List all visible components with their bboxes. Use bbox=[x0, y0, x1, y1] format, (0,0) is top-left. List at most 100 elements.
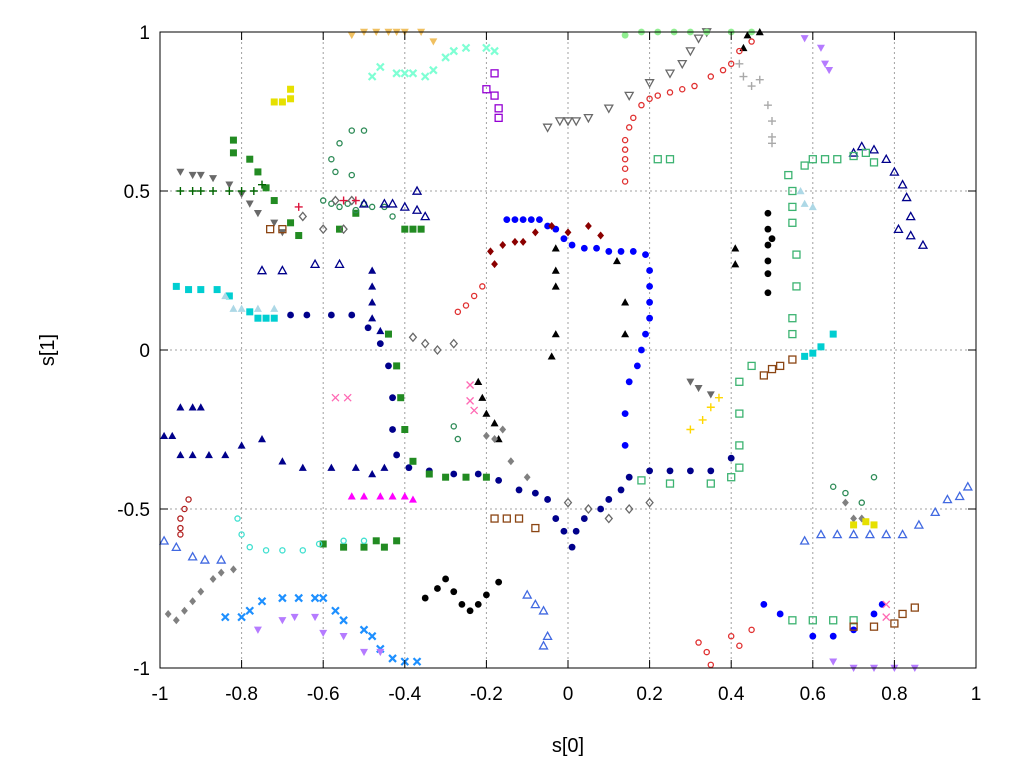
data-point bbox=[788, 186, 797, 196]
data-point bbox=[253, 304, 262, 312]
data-point bbox=[829, 632, 837, 640]
data-point bbox=[552, 225, 560, 233]
data-point bbox=[420, 211, 431, 221]
data-point bbox=[332, 168, 339, 176]
data-point bbox=[466, 607, 474, 615]
data-points bbox=[158, 28, 973, 672]
data-point bbox=[664, 69, 676, 79]
data-point bbox=[295, 232, 303, 240]
data-point bbox=[311, 613, 320, 622]
data-point bbox=[334, 258, 345, 268]
data-point bbox=[367, 72, 377, 81]
data-point bbox=[482, 85, 491, 94]
data-point bbox=[519, 237, 527, 246]
data-point bbox=[392, 69, 401, 78]
data-point bbox=[706, 479, 715, 488]
data-point bbox=[687, 467, 694, 475]
data-point bbox=[842, 489, 849, 497]
data-point bbox=[714, 393, 723, 402]
data-point bbox=[800, 199, 809, 207]
data-point bbox=[253, 210, 262, 218]
grid bbox=[160, 32, 976, 668]
data-point bbox=[788, 329, 797, 339]
data-point bbox=[229, 149, 237, 157]
data-point bbox=[450, 588, 458, 596]
data-point bbox=[638, 346, 645, 354]
data-point bbox=[397, 394, 405, 402]
data-point bbox=[621, 410, 629, 417]
data-point bbox=[331, 393, 340, 402]
data-point bbox=[538, 605, 549, 615]
data-point bbox=[348, 171, 356, 179]
data-point bbox=[237, 612, 246, 622]
data-point bbox=[482, 473, 490, 481]
data-point bbox=[176, 187, 185, 195]
data-point bbox=[368, 298, 377, 306]
data-point bbox=[347, 31, 356, 40]
data-point bbox=[360, 648, 368, 657]
data-point bbox=[703, 648, 710, 656]
data-point bbox=[380, 463, 389, 471]
data-point bbox=[372, 537, 380, 545]
data-point bbox=[654, 92, 662, 99]
data-point bbox=[401, 225, 409, 233]
data-point bbox=[331, 606, 340, 616]
data-point bbox=[624, 503, 634, 515]
data-point bbox=[707, 73, 715, 80]
data-point bbox=[490, 91, 499, 100]
data-point bbox=[530, 599, 541, 609]
data-point bbox=[768, 139, 776, 148]
data-point bbox=[815, 529, 827, 539]
data-point bbox=[536, 216, 543, 224]
data-point bbox=[490, 514, 499, 523]
data-point bbox=[695, 639, 702, 646]
data-point bbox=[466, 381, 475, 389]
data-point bbox=[429, 65, 438, 75]
data-point bbox=[494, 113, 503, 123]
axis-ticks bbox=[159, 31, 977, 669]
data-point bbox=[257, 596, 267, 606]
data-point bbox=[360, 127, 368, 134]
data-point bbox=[621, 330, 630, 338]
x-tick-label: 0.8 bbox=[881, 684, 907, 705]
data-point bbox=[389, 394, 396, 402]
data-point bbox=[358, 198, 370, 208]
data-point bbox=[764, 289, 772, 297]
x-tick-label: 0 bbox=[563, 684, 574, 705]
data-point bbox=[905, 230, 916, 240]
data-point bbox=[309, 258, 321, 268]
data-point bbox=[849, 151, 858, 161]
data-point bbox=[385, 362, 392, 370]
data-point bbox=[213, 286, 221, 294]
data-point bbox=[511, 216, 519, 224]
data-point bbox=[910, 603, 919, 612]
data-point bbox=[246, 308, 254, 316]
data-point bbox=[597, 231, 605, 240]
data-point bbox=[367, 631, 377, 641]
data-point bbox=[644, 79, 655, 89]
data-point bbox=[735, 463, 744, 472]
data-point bbox=[642, 251, 649, 258]
data-point bbox=[515, 486, 523, 494]
data-point bbox=[253, 626, 262, 634]
data-point bbox=[393, 537, 401, 545]
data-point bbox=[172, 616, 180, 625]
data-point bbox=[869, 622, 879, 631]
data-point bbox=[434, 585, 441, 592]
data-point bbox=[864, 529, 876, 539]
data-point bbox=[487, 247, 494, 256]
data-point bbox=[547, 352, 556, 360]
data-point bbox=[461, 43, 471, 53]
data-point bbox=[768, 235, 776, 243]
data-point bbox=[678, 85, 686, 93]
data-point bbox=[376, 648, 385, 657]
data-point bbox=[776, 361, 785, 371]
data-point bbox=[735, 377, 744, 386]
data-point bbox=[360, 543, 368, 551]
data-point bbox=[474, 470, 482, 478]
data-point bbox=[605, 496, 613, 503]
data-point bbox=[736, 642, 743, 649]
data-point bbox=[336, 203, 343, 211]
data-point bbox=[736, 47, 743, 55]
